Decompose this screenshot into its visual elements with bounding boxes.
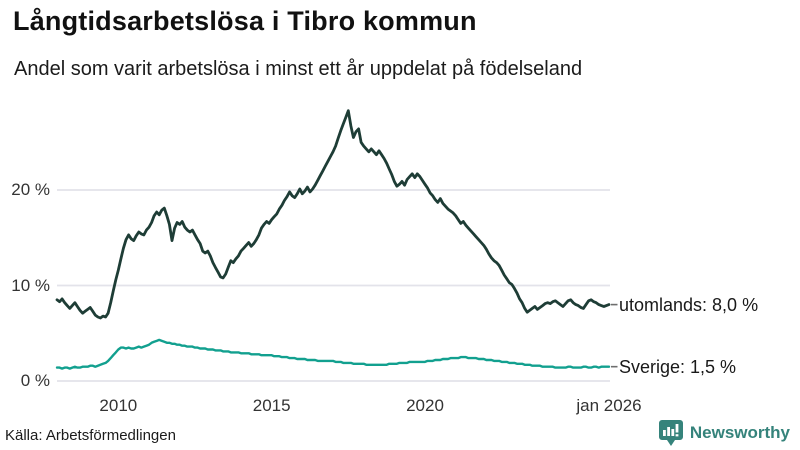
x-tick-label-2010: 2010 (99, 396, 138, 415)
newsworthy-logo-icon (658, 420, 683, 446)
x-tick-label-2015: 2015 (252, 396, 291, 415)
series-line-utomlands (55, 109, 611, 320)
x-tick-label-jan-2026: jan 2026 (576, 396, 642, 415)
y-tick-label-10: 10 % (11, 275, 50, 295)
y-tick-label-20: 20 % (11, 180, 50, 199)
chart-title: Långtidsarbetslösa i Tibro kommun (13, 6, 477, 36)
source-note: Källa: Arbetsförmedlingen (5, 427, 176, 444)
newsworthy-brand: Newsworthy (658, 419, 790, 447)
x-tick-label-2020: 2020 (406, 396, 444, 415)
series-end-label-sverige: Sverige: 1,5 % (619, 356, 737, 377)
newsworthy-brand-name: Newsworthy (689, 423, 790, 442)
series-line-sverige (55, 338, 611, 370)
series-end-label-utomlands: utomlands: 8,0 % (619, 294, 759, 315)
y-tick-label-0: 0 % (20, 371, 50, 390)
chart-subtitle: Andel som varit arbetslösa i minst ett å… (14, 58, 583, 80)
